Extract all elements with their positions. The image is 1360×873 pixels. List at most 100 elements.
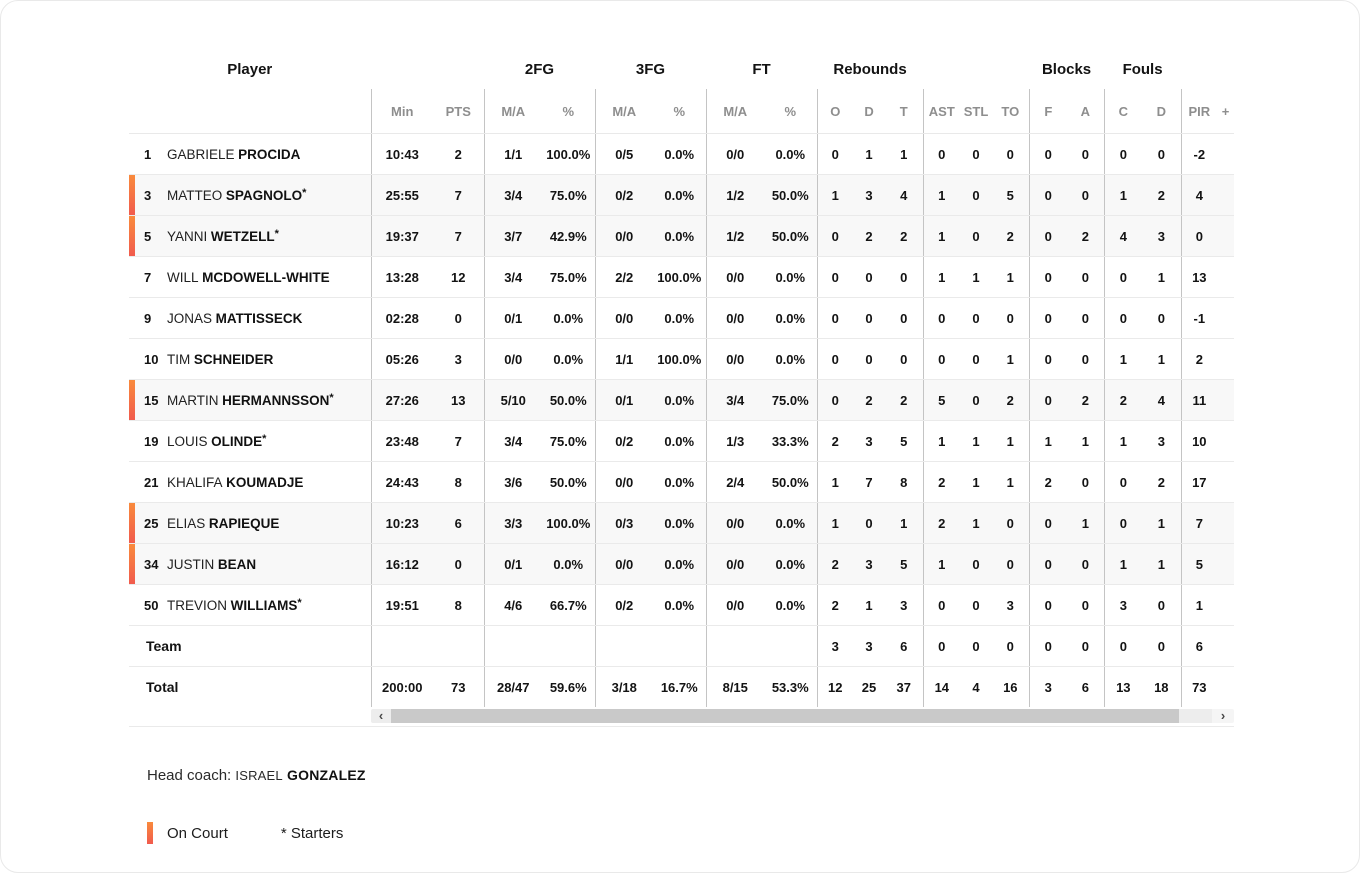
player-cell: 10 TIM SCHNEIDER <box>129 338 371 380</box>
stat-2fg-ma: 3/4 <box>483 256 542 298</box>
stat-ast: 1 <box>922 256 961 298</box>
stat-ft-ma: 0/0 <box>705 133 764 175</box>
stat-ast: 1 <box>922 420 961 462</box>
player-last-name: MATTISSECK <box>215 310 303 326</box>
player-last-name: HERMANNSSON <box>222 392 330 408</box>
scroll-right-button[interactable]: › <box>1212 709 1234 723</box>
stat-stl: 0 <box>960 338 993 380</box>
stat-ft-ma: 3/4 <box>705 379 764 421</box>
stat-pts: 2 <box>433 133 484 175</box>
player-stats-table: Player 2FG 3FG FT Rebounds Blocks Fouls … <box>129 59 1235 707</box>
stat-ft-pct: 53.3% <box>771 679 809 695</box>
stat-reb-o: 0 <box>816 256 854 298</box>
stat-2fg-ma: 3/6 <box>483 461 542 503</box>
stat-2fg-pct: 75.0% <box>542 256 595 298</box>
stat-2fg-pct: 75.0% <box>542 174 595 216</box>
stat-min: 10:23 <box>370 502 433 544</box>
total-row: Total 200:00 73 28/47 59.6% 3/18 16.7% 8/15 53.3… <box>129 666 1234 707</box>
stat-block-a: 1 <box>1067 420 1105 462</box>
stat-3fg-pct <box>653 625 706 667</box>
stat-reb-t: 5 <box>885 543 924 585</box>
stat-ft-pct <box>764 625 818 667</box>
stat-min: 19:37 <box>370 215 433 257</box>
stat-reb-t: 3 <box>885 584 924 626</box>
stat-plus <box>1217 420 1235 462</box>
stat-min <box>370 625 433 667</box>
stat-min: 19:51 <box>370 584 433 626</box>
stat-to: 0 <box>992 543 1030 585</box>
stat-foul-d: 0 <box>1142 133 1182 175</box>
stat-block-f: 1 <box>1028 420 1068 462</box>
player-first-name: JUSTIN <box>167 556 215 572</box>
stat-to: 1 <box>992 338 1030 380</box>
stat-2fg-pct: 50.0% <box>542 461 595 503</box>
stat-pts: 8 <box>433 461 484 503</box>
stat-stl: 4 <box>972 679 980 695</box>
stat-3fg-ma: 0/0 <box>594 543 653 585</box>
legend-starters-label: * Starters <box>280 824 344 842</box>
table-row: 25 ELIAS RAPIEQUE 10:23 6 3/3 100.0% 0/3 0.0% 0/… <box>129 502 1235 544</box>
player-number: 19 <box>144 433 159 449</box>
stat-reb-t: 5 <box>885 420 924 462</box>
stat-block-f: 0 <box>1028 297 1068 339</box>
stat-foul-c: 0 <box>1103 502 1143 544</box>
player-first-name: TIM <box>167 351 191 367</box>
header-reb-o: O <box>816 89 854 134</box>
stat-block-a: 0 <box>1067 584 1105 626</box>
stat-reb-o: 1 <box>816 502 854 544</box>
stat-to: 0 <box>992 625 1030 667</box>
stat-2fg-pct: 0.0% <box>542 338 595 380</box>
header-pts: PTS <box>433 89 484 134</box>
player-cell: 21 KHALIFA KOUMADJE <box>129 461 371 503</box>
head-coach-label: Head coach: <box>147 767 232 784</box>
player-cell: 15 MARTIN HERMANNSSON* <box>129 379 371 421</box>
scrollbar-thumb[interactable] <box>391 709 1179 723</box>
player-cell: 50 TREVION WILLIAMS* <box>129 584 371 626</box>
table-row: 50 TREVION WILLIAMS* 19:51 8 4/6 66.7% 0/2 0.0%… <box>129 584 1235 626</box>
header-3fg-ma: M/A <box>594 89 653 134</box>
stat-3fg-pct: 0.0% <box>653 584 706 626</box>
header-foul-d: D <box>1142 89 1182 134</box>
table-row: 1 GABRIELE PROCIDA 10:43 2 1/1 100.0% 0/5 0.0% 0… <box>129 133 1235 175</box>
stat-3fg-ma: 0/5 <box>594 133 653 175</box>
team-row: Team 3 3 6 0 0 0 0 0 0 0 6 <box>129 625 1235 667</box>
stat-reb-t: 2 <box>885 215 924 257</box>
stat-reb-d: 2 <box>853 379 886 421</box>
stat-2fg-ma: 4/6 <box>483 584 542 626</box>
stat-reb-d: 7 <box>853 461 886 503</box>
stat-block-f: 0 <box>1028 625 1068 667</box>
stat-reb-t: 8 <box>885 461 924 503</box>
stat-ft-ma: 0/0 <box>705 338 764 380</box>
on-court-bar-icon <box>147 822 153 844</box>
table-row: 3 MATTEO SPAGNOLO* 25:55 7 3/4 75.0% 0/2 0.0% 1/… <box>129 174 1235 216</box>
horizontal-scrollbar[interactable]: ‹ › <box>371 709 1234 723</box>
player-last-name: RAPIEQUE <box>208 515 280 531</box>
table-row: 15 MARTIN HERMANNSSON* 27:26 13 5/10 50.0% 0/1… <box>129 379 1235 421</box>
scroll-left-button[interactable]: ‹ <box>371 709 391 723</box>
player-cell: 34 JUSTIN BEAN <box>129 543 371 585</box>
stat-reb-t: 2 <box>885 379 924 421</box>
stat-ft-ma: 8/15 <box>705 666 764 707</box>
stat-pir: 17 <box>1180 461 1218 503</box>
stat-stl: 0 <box>960 133 993 175</box>
stat-block-a: 1 <box>1067 502 1105 544</box>
stat-3fg-ma: 0/3 <box>594 502 653 544</box>
stat-stl: 0 <box>960 174 993 216</box>
stat-plus <box>1217 215 1235 257</box>
stat-3fg-ma: 2/2 <box>594 256 653 298</box>
stat-2fg-ma: 5/10 <box>483 379 542 421</box>
stat-reb-d: 1 <box>853 133 886 175</box>
table-row: 19 LOUIS OLINDE* 23:48 7 3/4 75.0% 0/2 0.0% 1/3 3… <box>129 420 1235 462</box>
stat-foul-d: 0 <box>1142 625 1182 667</box>
stat-to: 2 <box>992 215 1030 257</box>
scrollbar-track[interactable] <box>1179 709 1212 723</box>
stat-block-f: 3 <box>1028 666 1068 707</box>
table-row: 34 JUSTIN BEAN 16:12 0 0/1 0.0% 0/0 0.0% 0/0 0.0%… <box>129 543 1235 585</box>
stat-block-f: 2 <box>1028 461 1068 503</box>
stat-reb-t: 1 <box>885 502 924 544</box>
stat-ft-ma: 0/0 <box>705 297 764 339</box>
stat-foul-d: 2 <box>1142 461 1182 503</box>
player-cell: 1 GABRIELE PROCIDA <box>129 133 371 175</box>
stat-3fg-ma: 0/2 <box>594 420 653 462</box>
stat-stl: 1 <box>960 502 993 544</box>
